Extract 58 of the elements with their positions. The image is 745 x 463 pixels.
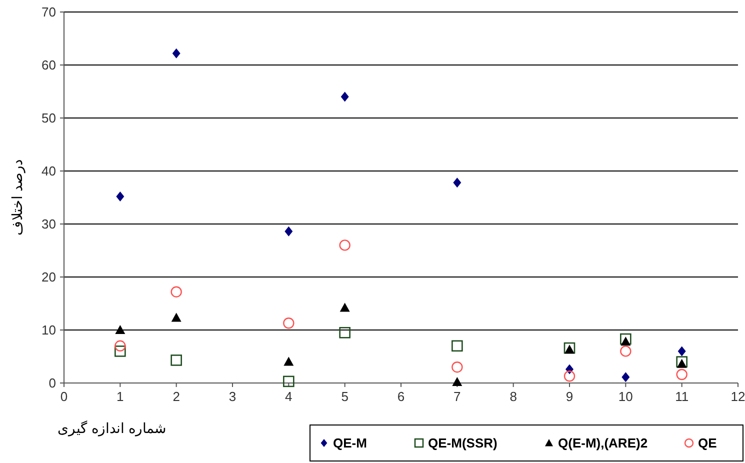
- point: [115, 325, 126, 334]
- point: [452, 340, 463, 352]
- point: [284, 226, 293, 236]
- legend-label: QE: [698, 436, 718, 451]
- point: [339, 240, 350, 251]
- point: [339, 327, 350, 338]
- y-tick-label: 60: [42, 58, 56, 73]
- point: [620, 336, 631, 346]
- point: [452, 376, 462, 386]
- x-tick-label: 11: [675, 389, 689, 404]
- x-tick-label: 7: [454, 389, 461, 404]
- x-tick-label: 4: [285, 389, 292, 404]
- x-tick-label: 6: [397, 389, 405, 404]
- point: [676, 368, 688, 380]
- x-tick-label: 12: [730, 389, 745, 404]
- x-tick-label: 10: [618, 389, 633, 404]
- point: [283, 376, 294, 388]
- y-tick-label: 50: [42, 110, 56, 126]
- x-tick-label: 9: [566, 389, 574, 404]
- point: [114, 346, 126, 357]
- x-tick-label: 2: [172, 389, 180, 404]
- point: [564, 344, 574, 354]
- point: [116, 191, 124, 202]
- x-tick-label: 1: [116, 389, 124, 404]
- x-tick-label: 8: [510, 389, 517, 404]
- point: [678, 346, 686, 356]
- point: [284, 356, 294, 366]
- y-tick-label: 0: [48, 376, 56, 391]
- point: [340, 92, 349, 102]
- x-tick-label: 3: [228, 389, 236, 404]
- point: [171, 312, 182, 322]
- x-tick-label: 5: [341, 389, 348, 404]
- point: [620, 346, 632, 357]
- y-tick-label: 10: [42, 322, 56, 338]
- y-axis-title: درصد اختلاف: [9, 160, 26, 236]
- point: [452, 362, 463, 373]
- y-tick-label: 30: [42, 216, 56, 232]
- legend-label: Q(E-M),(ARE)2: [558, 436, 648, 451]
- point: [676, 358, 687, 368]
- legend-label: QE-M(SSR): [428, 436, 498, 451]
- point: [170, 354, 182, 366]
- y-tick-label: 40: [42, 164, 56, 179]
- y-tick-label: 20: [42, 270, 56, 285]
- point: [114, 340, 126, 352]
- point: [340, 302, 350, 312]
- point: [170, 286, 182, 298]
- x-axis-title: شماره اندازه گیری: [58, 420, 166, 437]
- point: [283, 318, 294, 329]
- point: [172, 48, 180, 58]
- legend-label: QE-M: [333, 436, 367, 451]
- point: [676, 356, 688, 368]
- point: [620, 333, 632, 345]
- y-tick-label: 70: [42, 4, 56, 20]
- point: [564, 342, 576, 354]
- point: [564, 370, 576, 382]
- x-tick-label: 0: [60, 389, 68, 404]
- point: [622, 372, 630, 382]
- point: [453, 178, 462, 188]
